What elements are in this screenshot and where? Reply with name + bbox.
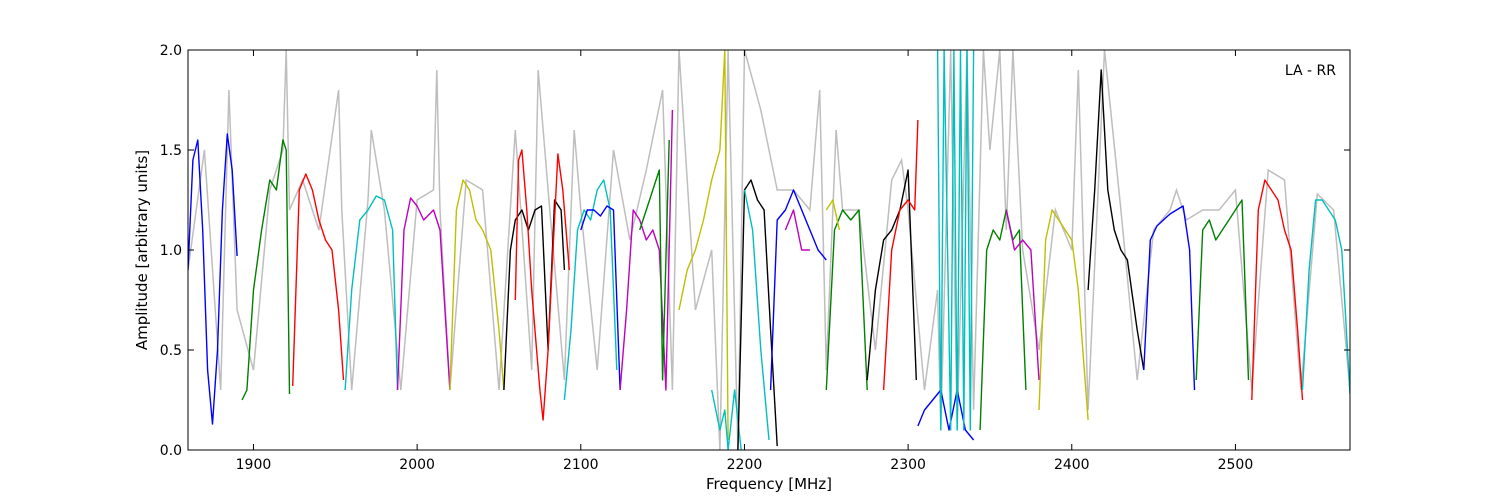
series-layer	[188, 50, 1350, 450]
series-line-10	[580, 205, 621, 391]
series-line-27	[1038, 209, 1089, 421]
x-tick-label: 2100	[563, 457, 599, 473]
x-tick-label: 2200	[727, 457, 763, 473]
series-line-9	[563, 179, 618, 401]
panel-annotation: LA - RR	[1285, 63, 1336, 79]
series-line-26	[1005, 209, 1040, 381]
series-line-1	[188, 133, 238, 425]
y-tick-label: 0.5	[160, 343, 182, 359]
series-line-31	[1251, 179, 1304, 401]
x-tick-label: 2400	[1054, 457, 1090, 473]
background-spectrum-line	[188, 50, 1350, 450]
x-tick-label: 1900	[236, 457, 272, 473]
series-line-4	[344, 195, 399, 391]
series-line-32	[1301, 199, 1350, 395]
series-line-28	[1087, 69, 1145, 371]
x-tick-label: 2300	[890, 457, 926, 473]
series-line-13	[678, 50, 729, 441]
series-line-20	[825, 199, 841, 231]
ticks-layer: 1900 2000 2100 2200 2300 2400 2500 0.0 0.5 1.0 1.5…	[160, 43, 1350, 473]
series-line-3	[292, 173, 345, 387]
series-line-12	[639, 139, 670, 381]
series-line-25	[979, 209, 1027, 431]
y-tick-label: 0.0	[160, 443, 182, 459]
y-tick-label: 1.0	[160, 243, 182, 259]
series-line-17	[769, 189, 827, 391]
series-line-24	[936, 50, 975, 431]
series-line-16	[743, 189, 770, 441]
series-line-5	[396, 197, 451, 391]
y-tick-label: 1.5	[160, 143, 182, 159]
series-line-22	[882, 119, 919, 391]
series-line-2	[241, 139, 291, 401]
y-axis-label: Amplitude [arbitrary units]	[133, 150, 151, 350]
series-line-14	[711, 389, 742, 450]
y-tick-label: 2.0	[160, 43, 182, 59]
series-line-18	[784, 209, 810, 251]
series-line-19	[825, 209, 868, 391]
series-line-7	[503, 199, 566, 391]
series-line-30	[1195, 199, 1250, 381]
x-tick-label: 2000	[399, 457, 435, 473]
series-line-29	[1143, 205, 1196, 391]
series-line-8	[514, 149, 570, 421]
x-tick-label: 2500	[1218, 457, 1254, 473]
series-line-6	[449, 179, 505, 391]
series-line-21	[866, 169, 917, 381]
plot-area	[188, 50, 1350, 450]
x-axis-label: Frequency [MHz]	[706, 475, 832, 493]
